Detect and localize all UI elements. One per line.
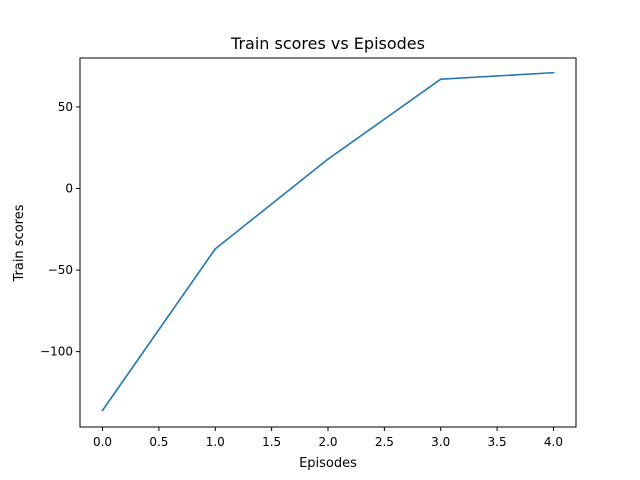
- series-line: [101, 71, 555, 412]
- data-point: [327, 158, 329, 160]
- x-tick-label: 2.5: [375, 435, 394, 449]
- y-tick-label: 50: [58, 100, 73, 114]
- x-tick-label: 3.5: [488, 435, 507, 449]
- x-tick-label: 0.5: [149, 435, 168, 449]
- chart-title: Train scores vs Episodes: [230, 34, 425, 53]
- plot-area: [101, 71, 555, 412]
- x-tick-label: 1.5: [262, 435, 281, 449]
- x-tick-label: 0.0: [93, 435, 112, 449]
- y-tick-label: 0: [65, 182, 73, 196]
- x-tick-label: 3.0: [431, 435, 450, 449]
- data-point: [552, 71, 555, 74]
- x-axis-label: Episodes: [299, 456, 357, 471]
- data-point: [214, 248, 217, 250]
- y-tick-label: −50: [48, 263, 73, 277]
- x-tick-label: 4.0: [544, 435, 563, 449]
- plot-frame: [79, 57, 577, 428]
- data-point: [439, 78, 442, 81]
- data-point: [101, 409, 104, 412]
- x-tick-label: 1.0: [206, 435, 225, 449]
- x-axis: 0.0 0.5 1.0 1.5 2.0 2.5 3.0 3.5 4.0: [93, 427, 563, 449]
- y-axis-label: Train scores: [12, 204, 27, 282]
- y-axis: −100 −50 0 50: [40, 100, 80, 359]
- x-tick-label: 2.0: [318, 435, 337, 449]
- y-tick-label: −100: [40, 345, 73, 359]
